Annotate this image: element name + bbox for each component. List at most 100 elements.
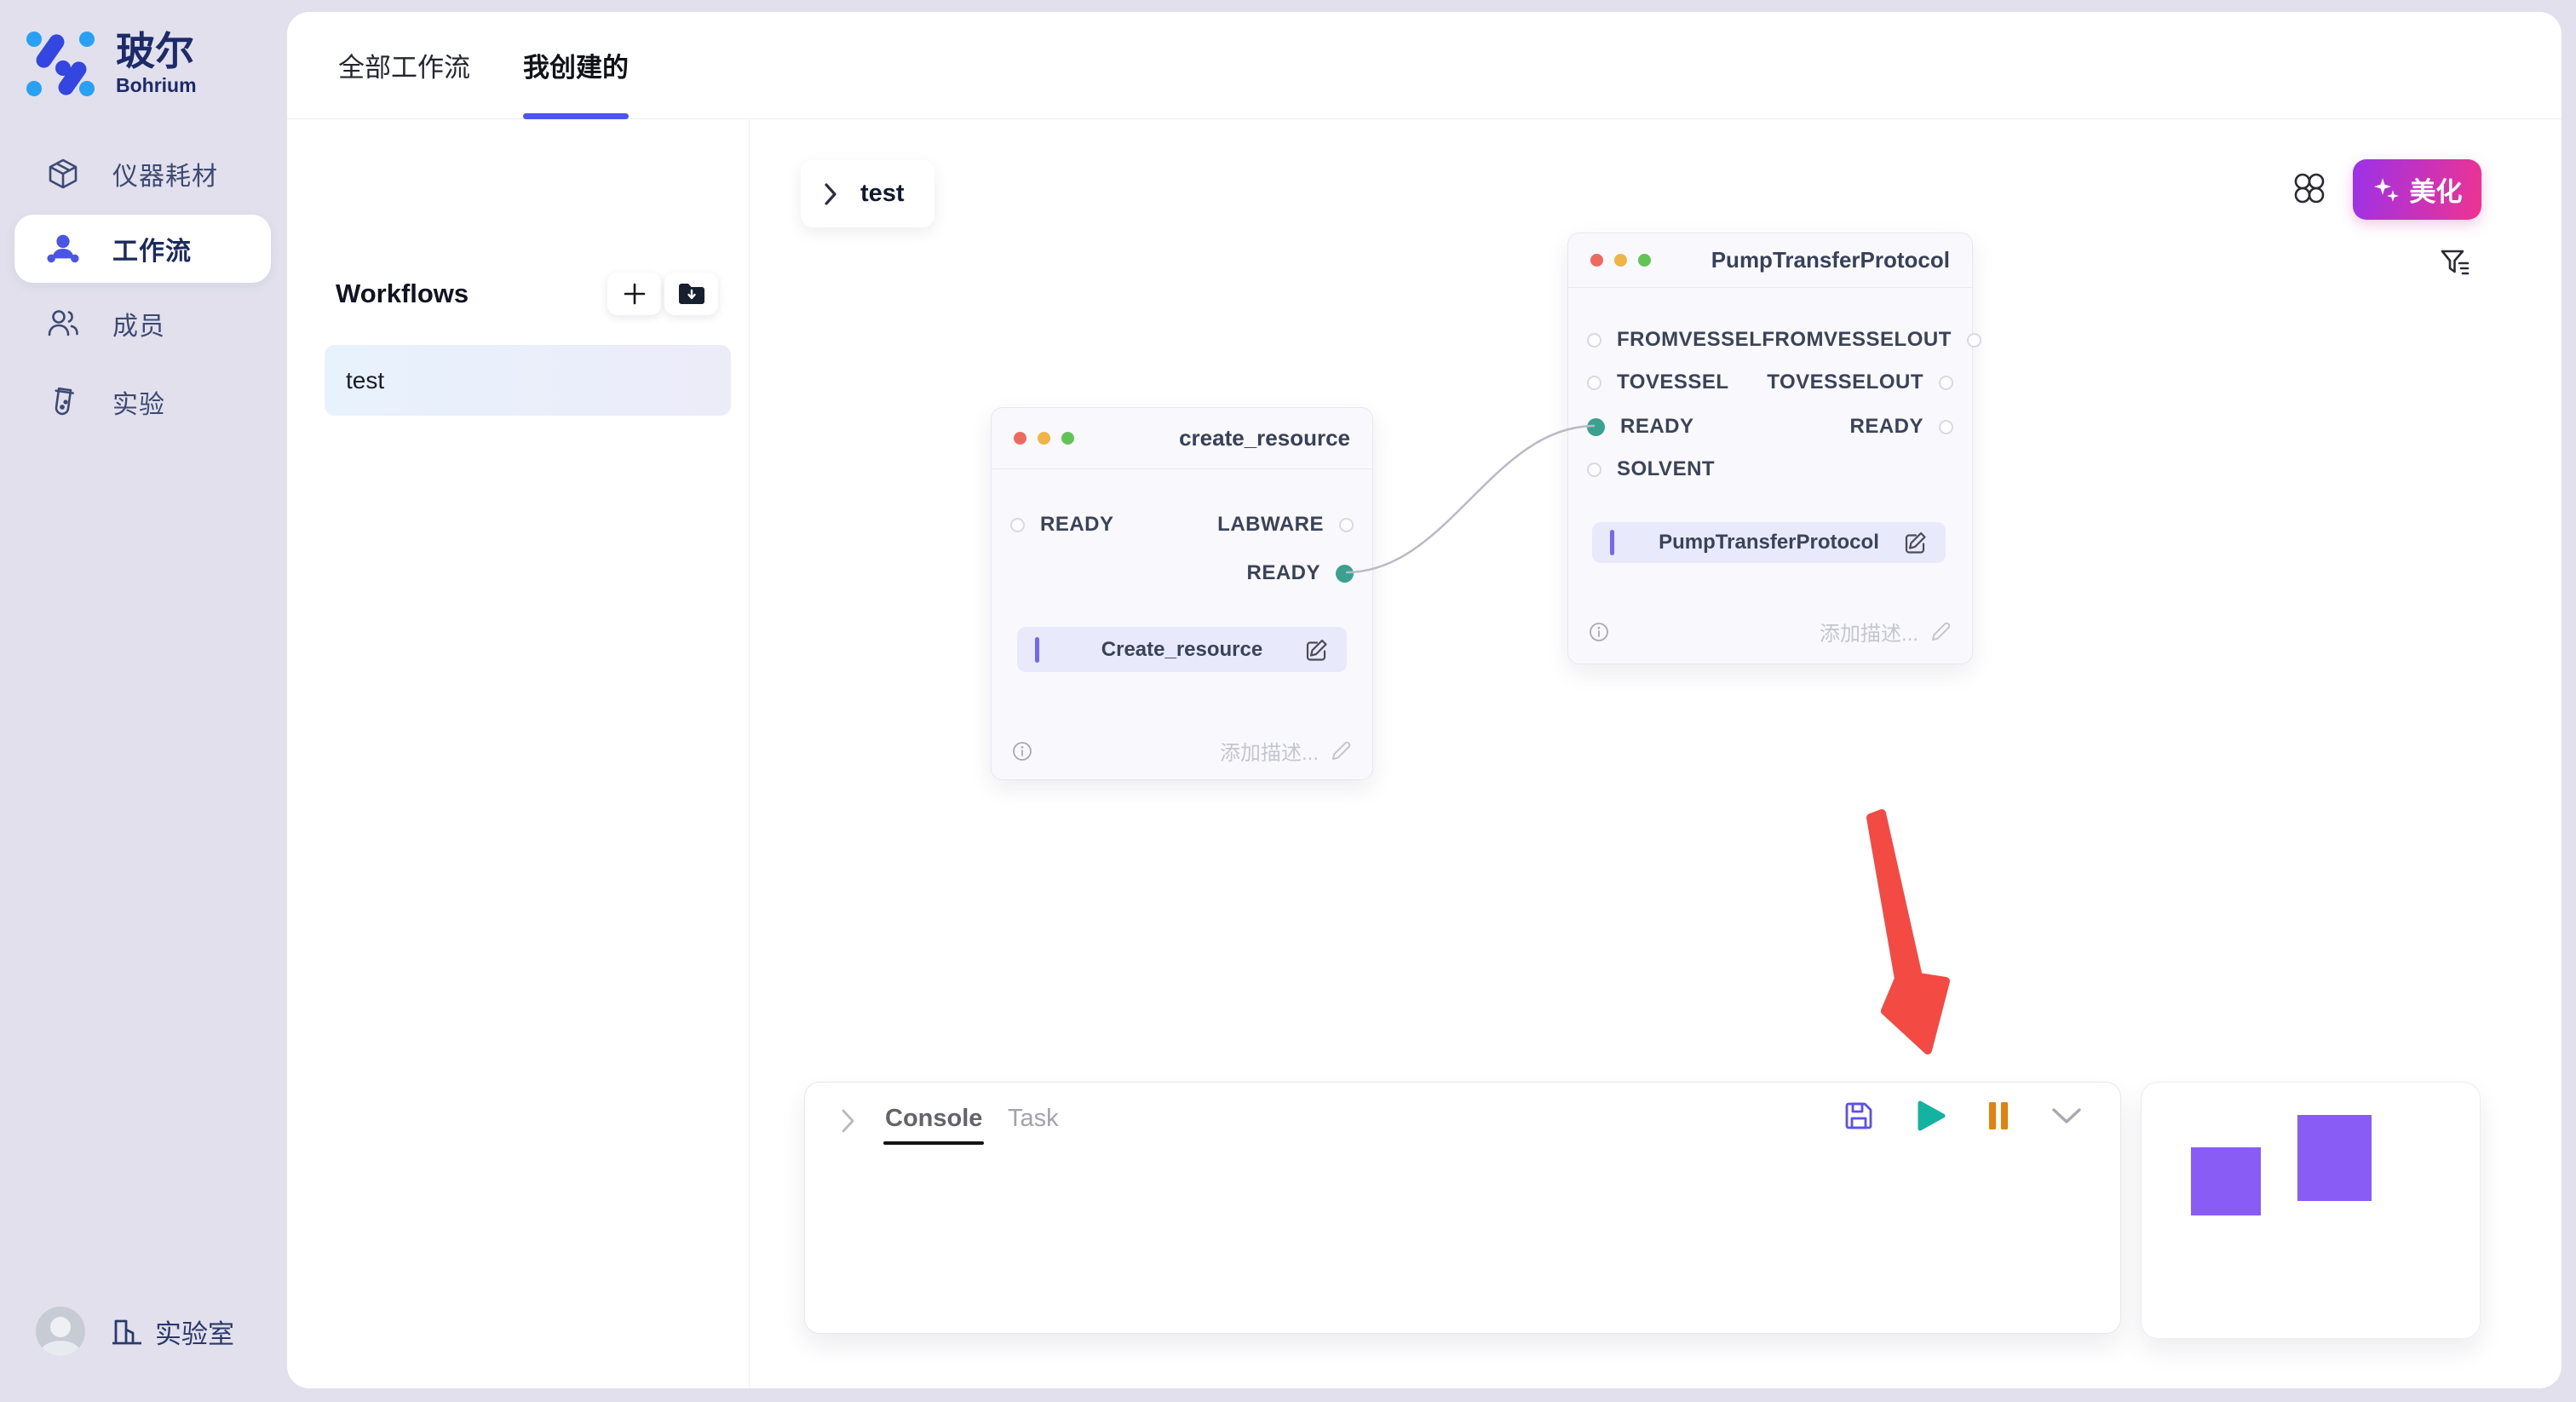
import-folder-button[interactable] [664,273,718,315]
port-handle[interactable] [1966,332,1981,348]
port-fromvesselout-out[interactable]: FROMVESSELOUT [1762,328,1981,352]
sidebar-item-label: 实验 [112,391,165,419]
port-ready-out[interactable]: READY [1849,415,1953,439]
node-pump-transfer-protocol[interactable]: PumpTransferProtocol FROMVESSEL FROMVESS… [1567,233,1981,664]
logo-subtitle: Bohrium [116,73,197,96]
avatar[interactable] [36,1307,85,1356]
port-tovessel-in[interactable]: TOVESSEL [1587,371,1729,394]
port-handle[interactable] [1587,462,1601,477]
sidebar-item-label: 成员 [112,313,165,341]
dot-yellow [1038,432,1050,445]
members-icon [46,307,80,341]
save-icon [1845,1102,1872,1129]
node-header: PumpTransferProtocol [1568,233,1972,288]
pill-accent-bar [1035,636,1039,663]
folder-download-icon [678,284,704,304]
tab-console[interactable]: Console [883,1105,985,1145]
clover-icon [2294,173,2325,204]
collapse-button[interactable] [2050,1106,2083,1126]
tab-task[interactable]: Task [1008,1105,1059,1132]
minimap[interactable] [2141,1082,2481,1339]
pencil-icon [1332,741,1351,760]
port-ready-in[interactable]: READY [1587,415,1694,439]
node-function-pill[interactable]: PumpTransferProtocol [1592,522,1946,563]
pause-icon [1989,1102,2008,1129]
port-handle[interactable] [1010,517,1025,532]
node-function-pill[interactable]: Create_resource [1017,627,1347,672]
pill-accent-bar [1610,530,1614,555]
console-expand-icon[interactable] [839,1106,858,1135]
workspace-switcher[interactable]: 实验室 [109,1313,234,1351]
description-placeholder[interactable]: 添加描述... [1820,617,1952,646]
plus-icon [624,283,645,305]
traffic-dots [1590,254,1651,267]
sidebar-item-workflow[interactable]: 工作流 [14,215,271,283]
traffic-dots [1014,432,1074,445]
port-handle-connected[interactable] [1336,564,1354,583]
sidebar: 玻尔 Bohrium 仪器耗材 [0,0,285,1402]
port-handle[interactable] [1587,375,1601,390]
sidebar-item-instruments[interactable]: 仪器耗材 [0,136,285,211]
pause-button[interactable] [1987,1101,2010,1130]
node-create-resource[interactable]: create_resource READY LABWARE READY Crea… [991,407,1373,780]
node-footer: 添加描述... [1589,617,1952,646]
minimap-node [2191,1147,2261,1215]
workflow-list-item[interactable]: test [325,345,731,416]
filter-button[interactable] [2437,246,2473,282]
logo[interactable]: 玻尔 Bohrium [26,31,197,97]
add-workflow-button[interactable] [607,273,661,315]
port-ready-in[interactable]: READY [1010,513,1114,537]
port-solvent-in[interactable]: SOLVENT [1587,457,1715,481]
tab-all-workflows[interactable]: 全部工作流 [338,53,470,83]
workflow-list-panel: Workflows test [287,120,750,1388]
port-handle[interactable] [1339,517,1354,532]
port-labware-out[interactable]: LABWARE [1217,513,1354,537]
console-panel: Console Task [804,1082,2121,1334]
save-button[interactable] [1843,1100,1875,1132]
play-icon [1918,1100,1946,1131]
port-tovesselout-out[interactable]: TOVESSELOUT [1767,371,1953,394]
port-handle-connected[interactable] [1587,417,1605,436]
port-handle[interactable] [1939,419,1953,434]
node-footer: 添加描述... [1012,736,1352,766]
port-handle[interactable] [1587,332,1601,348]
edit-icon[interactable] [1904,531,1927,554]
bohrium-logo-icon [26,32,95,96]
port-handle[interactable] [1939,375,1953,390]
package-icon [46,157,80,191]
chevron-down-icon [2052,1108,2081,1123]
dot-green [1638,254,1651,267]
description-placeholder[interactable]: 添加描述... [1220,736,1352,766]
beautify-label: 美化 [2409,177,2463,207]
tabs-bar: 全部工作流 我创建的 [287,12,2562,119]
breadcrumb[interactable]: test [801,160,934,227]
chevron-right-icon [825,182,837,205]
dot-red [1014,432,1026,445]
info-icon[interactable] [1012,741,1032,761]
building-icon [112,1319,141,1345]
sidebar-item-experiment[interactable]: 实验 [0,365,285,440]
dot-yellow [1614,254,1627,267]
sparkles-icon [2373,177,2399,202]
tab-my-created[interactable]: 我创建的 [523,12,629,119]
logo-title: 玻尔 [116,29,194,74]
port-ready-out[interactable]: READY [1246,561,1354,585]
node-title: create_resource [1179,425,1350,451]
workflow-users-icon [46,232,80,266]
dot-red [1590,254,1603,267]
info-icon[interactable] [1589,622,1609,642]
port-fromvessel-in[interactable]: FROMVESSEL [1587,328,1762,352]
beautify-button[interactable]: 美化 [2353,159,2481,220]
node-header: create_resource [992,408,1372,469]
pencil-icon [1932,622,1951,641]
run-button[interactable] [1916,1100,1946,1132]
sidebar-footer: 实验室 [36,1307,234,1356]
layout-grid-button[interactable] [2291,170,2328,207]
sidebar-item-label: 仪器耗材 [112,163,218,191]
breadcrumb-label: test [860,180,905,207]
workflows-title: Workflows [336,279,469,308]
sidebar-item-label: 工作流 [112,238,192,266]
sidebar-item-members[interactable]: 成员 [0,286,285,361]
node-title: PumpTransferProtocol [1711,247,1950,273]
edit-icon[interactable] [1305,638,1328,661]
